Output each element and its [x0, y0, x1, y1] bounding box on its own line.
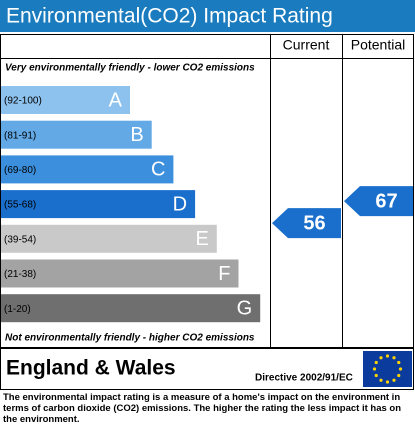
band-bar	[1, 224, 217, 253]
rating-arrow	[272, 208, 341, 239]
frame	[0, 34, 414, 348]
title-bar	[0, 0, 415, 32]
rating-arrow	[344, 186, 413, 217]
band-bar	[1, 155, 174, 184]
band-range: (55-68)	[4, 200, 36, 211]
band-letter: B	[130, 124, 143, 146]
band-letter: C	[151, 159, 165, 181]
star	[385, 354, 390, 358]
star	[374, 373, 378, 378]
band-range: (92-100)	[4, 96, 42, 107]
column-header: Current	[283, 37, 330, 53]
chart-title: Environmental(CO2) Impact Rating	[6, 5, 333, 28]
bottom-note: Not environmentally friendly - higher CO…	[5, 333, 255, 344]
star	[379, 378, 383, 382]
band-range: (39-54)	[4, 234, 36, 245]
star	[385, 380, 390, 384]
star	[392, 378, 396, 382]
region: England & Wales	[6, 357, 176, 380]
star	[392, 356, 396, 360]
footnote: The environmental impact rating is a mea…	[3, 392, 402, 425]
band-letter: F	[218, 263, 230, 285]
footer-frame	[0, 348, 414, 390]
band-range: (69-80)	[4, 165, 36, 176]
rating-value: 56	[303, 212, 325, 234]
band-bar	[1, 86, 130, 114]
star	[398, 367, 403, 371]
top-note: Very environmentally friendly - lower CO…	[5, 63, 255, 74]
footnote-box: The environmental impact rating is a mea…	[3, 392, 402, 425]
column-header: Potential	[351, 37, 405, 53]
band-range: (21-38)	[4, 269, 36, 280]
eu-flag	[363, 351, 412, 387]
star	[397, 360, 401, 365]
directive: Directive 2002/91/EC	[255, 373, 353, 384]
band-bar	[1, 120, 152, 149]
band-range: (81-91)	[4, 130, 36, 141]
rating-value: 67	[375, 190, 397, 212]
band-letter: D	[173, 193, 187, 215]
star	[397, 373, 401, 378]
band-bar	[1, 259, 239, 288]
star	[374, 360, 378, 365]
star	[379, 356, 383, 360]
band-bar	[1, 190, 196, 219]
star	[372, 367, 377, 371]
band-letter: A	[109, 89, 123, 111]
band-letter: G	[237, 297, 253, 319]
band-range: (1-20)	[4, 304, 31, 315]
band-bar	[1, 294, 261, 323]
band-letter: E	[195, 228, 208, 250]
